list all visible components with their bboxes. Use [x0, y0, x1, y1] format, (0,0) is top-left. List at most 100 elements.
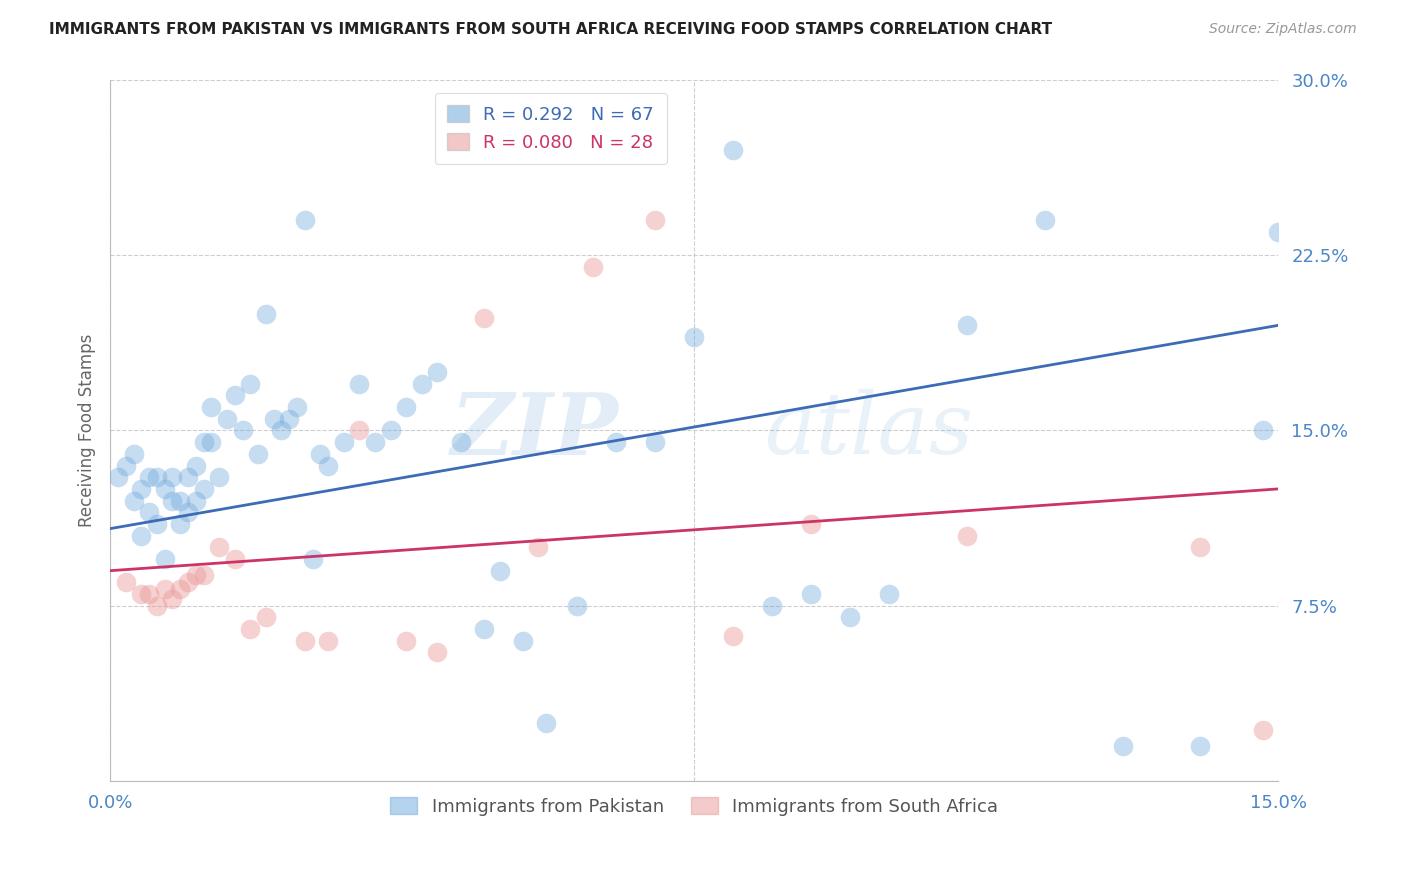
Point — [839, 610, 862, 624]
Point — [177, 470, 200, 484]
Point — [800, 516, 823, 531]
Point — [644, 435, 666, 450]
Point — [232, 424, 254, 438]
Point — [877, 587, 900, 601]
Point — [131, 587, 153, 601]
Point — [208, 470, 231, 484]
Point — [177, 505, 200, 519]
Point — [224, 552, 246, 566]
Point — [644, 213, 666, 227]
Point — [177, 575, 200, 590]
Point — [131, 482, 153, 496]
Point — [527, 541, 550, 555]
Point — [426, 645, 449, 659]
Point — [200, 400, 222, 414]
Point — [107, 470, 129, 484]
Point — [138, 505, 160, 519]
Point — [239, 622, 262, 636]
Point — [488, 564, 510, 578]
Point — [153, 582, 176, 597]
Point — [536, 715, 558, 730]
Point — [605, 435, 627, 450]
Point — [184, 493, 207, 508]
Point — [294, 213, 316, 227]
Text: atlas: atlas — [765, 389, 973, 472]
Point — [114, 575, 136, 590]
Point — [169, 582, 191, 597]
Point — [146, 599, 169, 613]
Point — [153, 552, 176, 566]
Point — [1251, 424, 1274, 438]
Point — [450, 435, 472, 450]
Point — [162, 470, 184, 484]
Point — [956, 528, 979, 542]
Point — [193, 435, 215, 450]
Point — [263, 412, 285, 426]
Point — [114, 458, 136, 473]
Point — [254, 307, 277, 321]
Point — [200, 435, 222, 450]
Point — [239, 376, 262, 391]
Point — [122, 493, 145, 508]
Point — [683, 330, 706, 344]
Point — [247, 447, 270, 461]
Point — [153, 482, 176, 496]
Point — [333, 435, 356, 450]
Point — [364, 435, 387, 450]
Point — [721, 143, 744, 157]
Point — [193, 482, 215, 496]
Point — [395, 633, 418, 648]
Point — [270, 424, 292, 438]
Text: IMMIGRANTS FROM PAKISTAN VS IMMIGRANTS FROM SOUTH AFRICA RECEIVING FOOD STAMPS C: IMMIGRANTS FROM PAKISTAN VS IMMIGRANTS F… — [49, 22, 1052, 37]
Point — [800, 587, 823, 601]
Point — [567, 599, 589, 613]
Point — [285, 400, 308, 414]
Text: ZIP: ZIP — [450, 389, 619, 472]
Point — [146, 470, 169, 484]
Point — [349, 376, 371, 391]
Point — [138, 470, 160, 484]
Point — [721, 629, 744, 643]
Point — [761, 599, 783, 613]
Point — [1189, 541, 1212, 555]
Point — [1267, 225, 1289, 239]
Point — [301, 552, 323, 566]
Point — [316, 458, 339, 473]
Point — [162, 591, 184, 606]
Point — [224, 388, 246, 402]
Point — [162, 493, 184, 508]
Point — [193, 568, 215, 582]
Point — [184, 458, 207, 473]
Point — [956, 318, 979, 333]
Point — [380, 424, 402, 438]
Point — [122, 447, 145, 461]
Point — [294, 633, 316, 648]
Point — [512, 633, 534, 648]
Point — [254, 610, 277, 624]
Point — [309, 447, 332, 461]
Text: Source: ZipAtlas.com: Source: ZipAtlas.com — [1209, 22, 1357, 37]
Point — [472, 622, 495, 636]
Point — [426, 365, 449, 379]
Point — [582, 260, 605, 274]
Point — [472, 311, 495, 326]
Point — [184, 568, 207, 582]
Point — [411, 376, 433, 391]
Point — [169, 493, 191, 508]
Point — [1251, 723, 1274, 737]
Y-axis label: Receiving Food Stamps: Receiving Food Stamps — [79, 334, 96, 527]
Point — [1111, 739, 1133, 753]
Point — [138, 587, 160, 601]
Point — [567, 143, 589, 157]
Point — [1189, 739, 1212, 753]
Point — [215, 412, 238, 426]
Point — [349, 424, 371, 438]
Point — [278, 412, 301, 426]
Point — [169, 516, 191, 531]
Point — [316, 633, 339, 648]
Point — [1033, 213, 1056, 227]
Point — [208, 541, 231, 555]
Point — [395, 400, 418, 414]
Legend: Immigrants from Pakistan, Immigrants from South Africa: Immigrants from Pakistan, Immigrants fro… — [381, 788, 1007, 824]
Point — [131, 528, 153, 542]
